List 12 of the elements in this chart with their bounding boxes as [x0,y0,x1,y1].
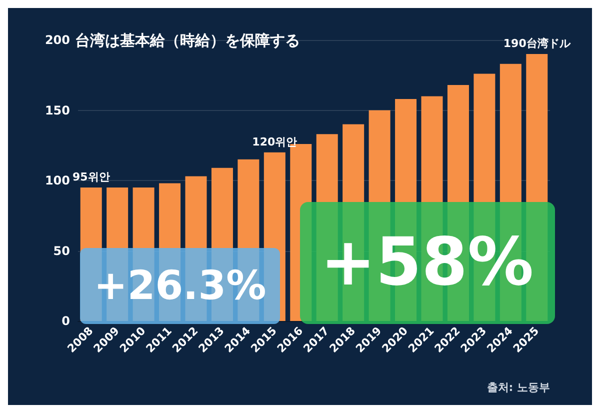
y-tick-label: 50 [53,244,70,258]
annotation: +58% [320,224,534,300]
source-note: 출처: 노동부 [486,381,550,394]
y-tick-label: 200 [44,33,70,47]
y-tick-label: 0 [62,314,70,328]
data-label: 95위안 [72,170,110,184]
y-tick-label: 150 [44,103,70,118]
y-tick-label: 100 [44,174,70,188]
data-label: 120위안 [252,135,298,148]
chart-title: 台湾は基本給（時給）を保障する [75,32,300,50]
annotation: +26.3% [94,263,266,309]
data-label: 190台湾ドル [503,37,572,50]
